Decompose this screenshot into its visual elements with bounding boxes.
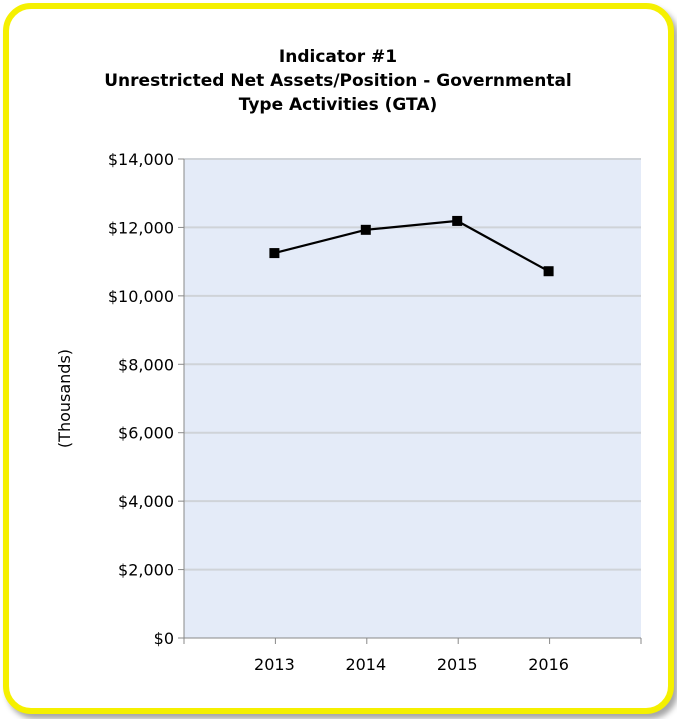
data-point-marker bbox=[269, 248, 280, 259]
axes bbox=[178, 158, 642, 644]
data-point-marker bbox=[543, 266, 554, 277]
x-tick-labels: 2013 2014 2015 2016 bbox=[254, 655, 569, 674]
y-tick-label: $2,000 bbox=[118, 561, 174, 580]
y-tick-label: $0 bbox=[154, 629, 174, 648]
data-point-marker bbox=[452, 215, 463, 226]
y-tick-label: $12,000 bbox=[108, 218, 174, 237]
data-point-marker bbox=[360, 224, 371, 235]
y-tick-label: $10,000 bbox=[108, 287, 174, 306]
chart-title-line-3: Type Activities (GTA) bbox=[239, 95, 438, 115]
data-series bbox=[269, 215, 554, 277]
y-axis-label: (Thousands) bbox=[55, 349, 74, 448]
plot-area bbox=[184, 159, 641, 638]
y-tick-labels: $0 $2,000 $4,000 $6,000 $8,000 $10,000 $12,000… bbox=[108, 150, 174, 648]
x-tick-label: 2014 bbox=[345, 655, 386, 674]
x-tick-label: 2013 bbox=[254, 655, 295, 674]
chart-title-line-1: Indicator #1 bbox=[279, 47, 397, 67]
x-tick-label: 2015 bbox=[437, 655, 478, 674]
series-line bbox=[274, 219, 550, 273]
gridlines bbox=[184, 158, 641, 571]
x-tick-label: 2016 bbox=[528, 655, 569, 674]
y-tick-label: $4,000 bbox=[118, 492, 174, 511]
y-tick-label: $8,000 bbox=[118, 355, 174, 374]
y-tick-label: $6,000 bbox=[118, 424, 174, 443]
chart-title-line-2: Unrestricted Net Assets/Position - Gover… bbox=[104, 71, 572, 91]
y-tick-label: $14,000 bbox=[108, 150, 174, 169]
